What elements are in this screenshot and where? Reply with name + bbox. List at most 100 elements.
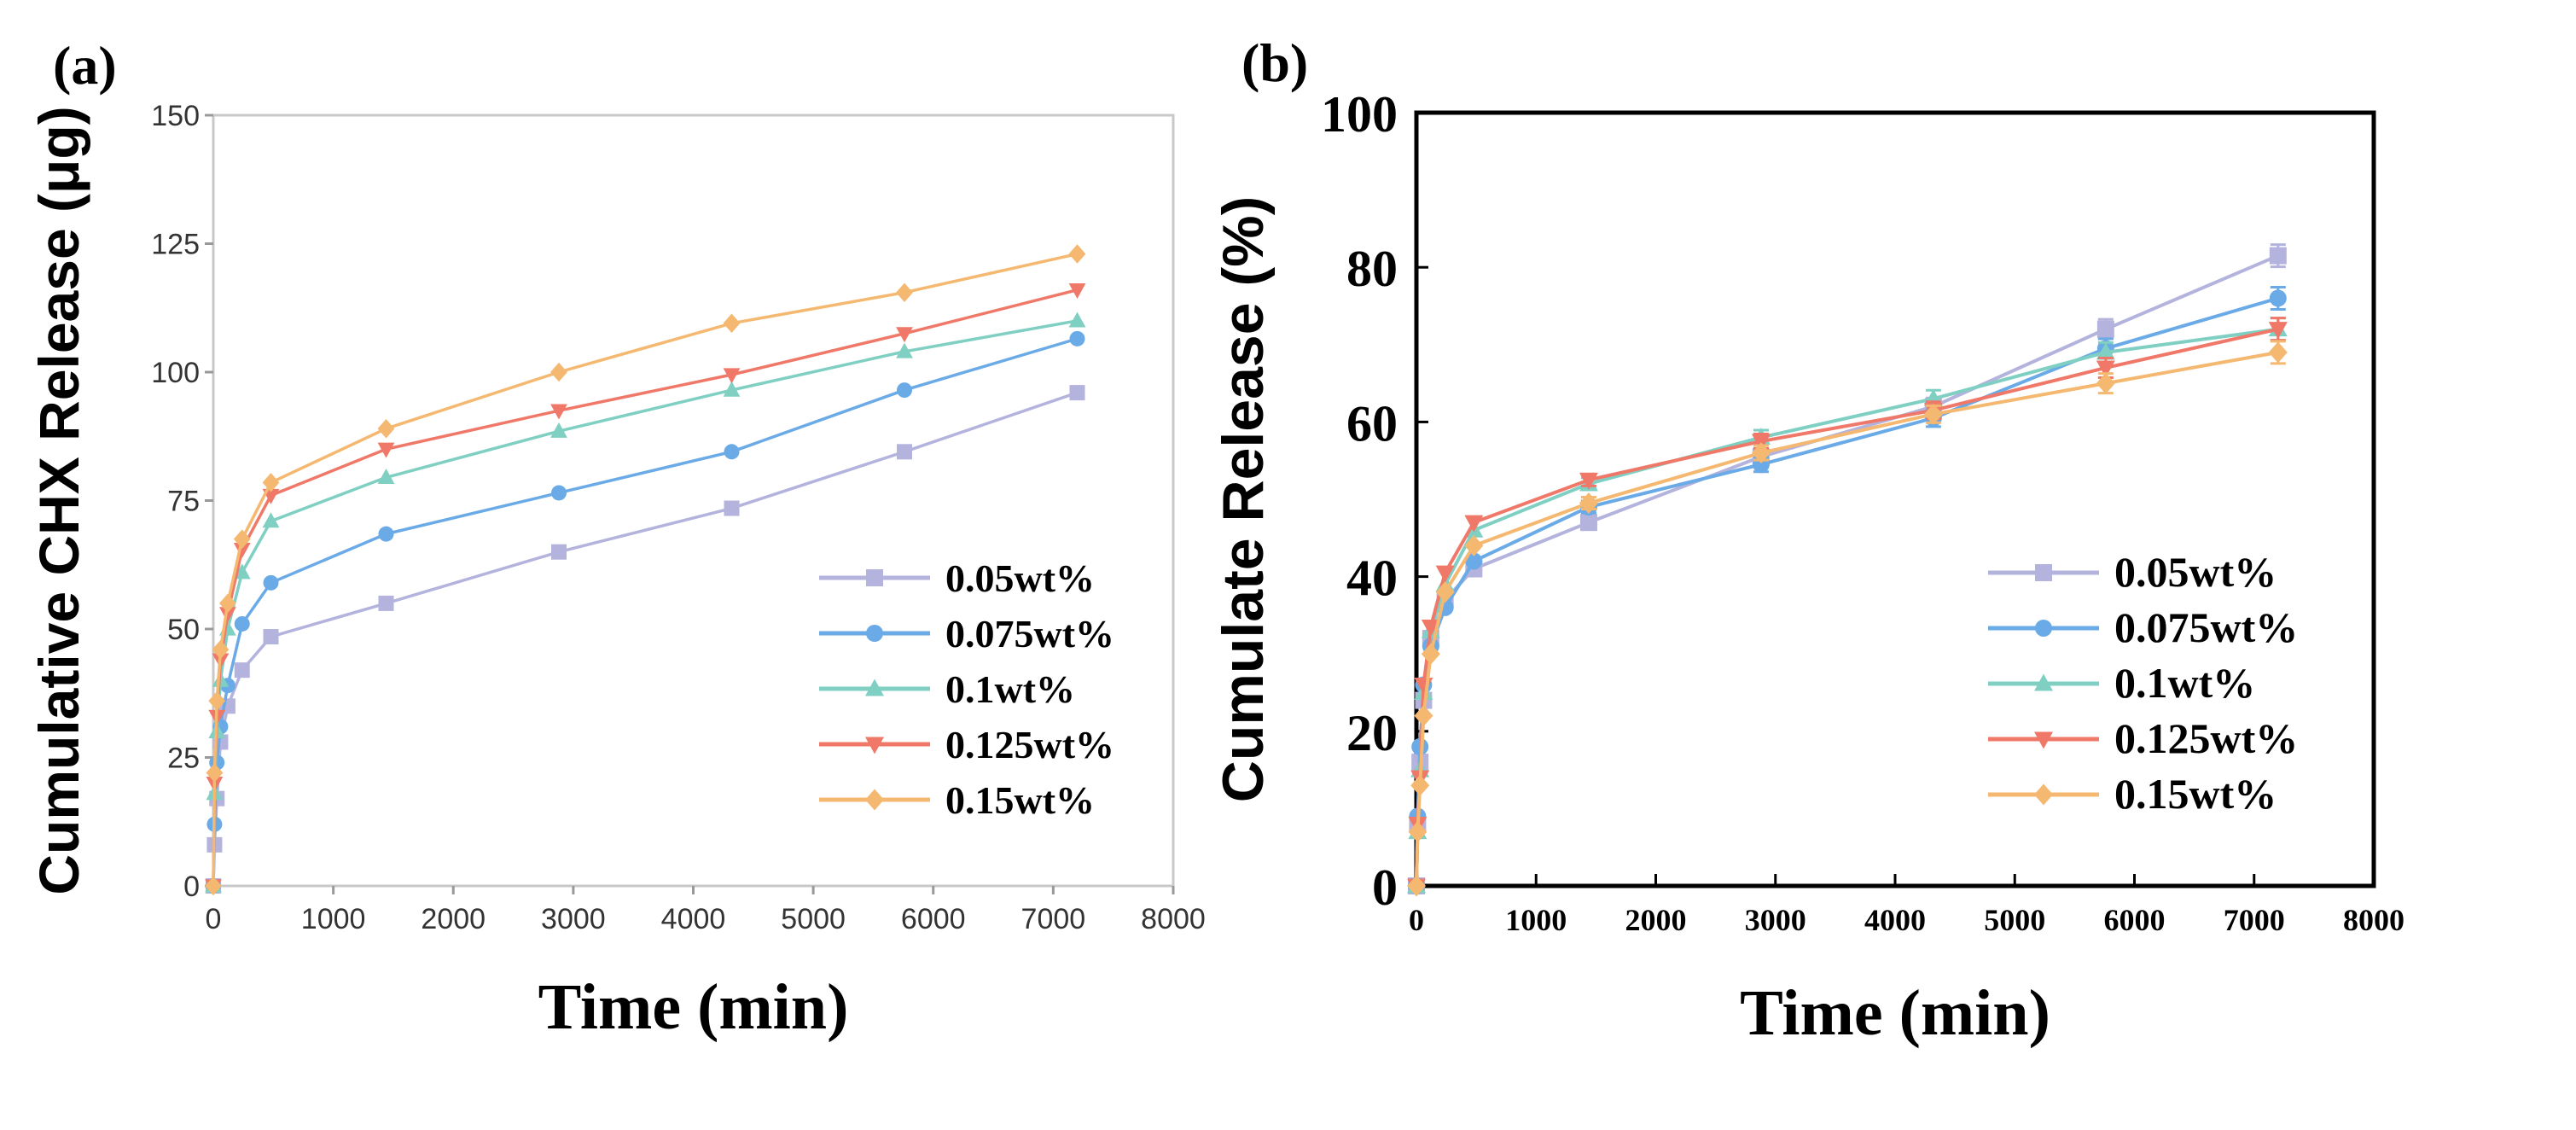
data-point: [1410, 774, 1430, 796]
data-point: [218, 593, 236, 614]
data-point: [897, 382, 912, 399]
data-point: [233, 543, 251, 559]
data-point: [208, 691, 226, 711]
legend-label: 0.15wt%: [2114, 770, 2277, 818]
x-tick-label: 7000: [2224, 903, 2285, 937]
x-tick-label: 5000: [781, 903, 846, 935]
data-point: [1435, 565, 1455, 583]
x-tick-label: 6000: [901, 903, 966, 935]
data-point: [2096, 342, 2115, 360]
series-0-15wt-: [205, 244, 1086, 896]
data-point: [378, 526, 394, 542]
y-axis-label: Cumulative CHX Release (μg): [27, 106, 90, 894]
data-point: [1408, 821, 1428, 843]
data-point: [1068, 283, 1086, 300]
data-point: [1464, 515, 1484, 533]
legend-marker: [865, 679, 884, 696]
data-point: [896, 342, 913, 358]
legend-marker: [866, 569, 883, 586]
data-point: [1751, 442, 1771, 464]
legend-item: 0.05wt%: [1988, 548, 2277, 596]
data-point: [205, 876, 222, 896]
data-point: [263, 629, 279, 645]
data-point: [1068, 244, 1086, 264]
data-point: [1407, 875, 1426, 897]
x-tick-label: 0: [206, 903, 222, 935]
data-point: [233, 563, 251, 580]
data-point: [378, 595, 394, 611]
data-point: [2269, 247, 2287, 265]
y-tick-label: 100: [151, 357, 200, 389]
x-tick-label: 3000: [541, 903, 606, 935]
data-point: [377, 469, 395, 485]
x-tick-label: 1000: [1505, 903, 1567, 937]
data-point: [723, 381, 741, 397]
data-point: [551, 544, 567, 560]
x-tick-label: 4000: [661, 903, 726, 935]
data-point: [1464, 534, 1484, 556]
data-point: [1435, 581, 1455, 603]
x-tick-label: 3000: [1745, 903, 1806, 937]
data-point: [896, 282, 913, 302]
x-tick-label: 2000: [421, 903, 486, 935]
y-tick-label: 150: [151, 100, 200, 132]
data-point: [897, 444, 912, 460]
data-point: [2096, 360, 2115, 378]
panel-label: (a): [53, 35, 117, 96]
legend-marker: [866, 625, 883, 642]
data-point: [550, 422, 567, 438]
y-tick-label: 25: [167, 743, 200, 775]
legend-label: 0.075wt%: [2114, 603, 2298, 651]
y-tick-label: 75: [167, 486, 200, 518]
data-point: [1923, 403, 1943, 425]
data-point: [1069, 385, 1085, 401]
legend-item: 0.075wt%: [1988, 603, 2298, 651]
data-point: [1465, 552, 1483, 570]
legend-label: 0.075wt%: [945, 612, 1114, 655]
legend-marker: [2035, 564, 2052, 581]
data-point: [550, 362, 567, 382]
x-tick-label: 8000: [1141, 903, 1206, 935]
data-point: [1421, 643, 1440, 665]
legend-item: 0.075wt%: [819, 612, 1114, 655]
data-point: [1579, 472, 1598, 490]
legend-marker: [2035, 620, 2052, 637]
legend-item: 0.15wt%: [819, 778, 1095, 822]
data-point: [724, 444, 740, 460]
data-point: [1069, 330, 1085, 347]
y-tick-label: 100: [1321, 86, 1398, 143]
y-tick-label: 40: [1346, 550, 1398, 607]
legend-item: 0.125wt%: [1988, 714, 2298, 762]
data-point: [234, 615, 250, 632]
legend-marker: [2034, 673, 2053, 691]
legend-item: 0.125wt%: [819, 723, 1114, 766]
data-point: [551, 485, 567, 501]
x-tick-label: 1000: [301, 903, 366, 935]
y-tick-label: 80: [1346, 241, 1398, 297]
legend-label: 0.125wt%: [945, 723, 1114, 766]
legend: 0.05wt% 0.075wt% 0.1wt% 0.125wt% 0.15wt%: [1988, 548, 2298, 818]
data-point: [212, 639, 230, 660]
panel-label: (b): [1241, 32, 1308, 93]
x-tick-label: 0: [1409, 903, 1424, 937]
data-point: [234, 662, 250, 679]
data-point: [2096, 372, 2115, 394]
legend-item: 0.1wt%: [819, 667, 1075, 711]
x-axis-label: Time (min): [538, 971, 849, 1043]
data-point: [377, 418, 395, 439]
data-point: [2096, 320, 2114, 338]
data-point: [263, 574, 279, 591]
y-tick-label: 125: [151, 229, 200, 261]
legend-label: 0.1wt%: [945, 667, 1075, 711]
x-tick-label: 8000: [2343, 903, 2404, 937]
x-tick-label: 7000: [1021, 903, 1086, 935]
y-tick-label: 0: [183, 871, 200, 903]
legend-marker: [865, 789, 884, 811]
data-point: [262, 473, 280, 492]
legend-marker: [2034, 783, 2053, 806]
data-point: [1068, 312, 1086, 328]
data-point: [550, 404, 567, 420]
x-axis-label: Time (min): [1740, 977, 2050, 1049]
y-tick-label: 0: [1372, 859, 1398, 916]
